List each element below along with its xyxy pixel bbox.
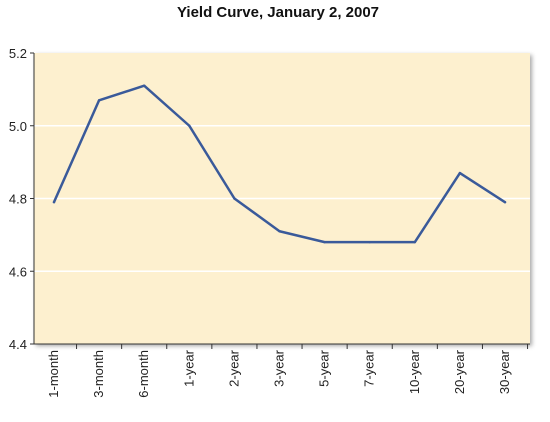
x-tick-label-6-month: 6-month (136, 350, 151, 398)
x-tick-label-3-month: 3-month (91, 350, 106, 398)
x-tick-label-1-year: 1-year (181, 349, 196, 387)
y-tick-label-5.2: 5.2 (9, 46, 27, 61)
data-point-5-year (323, 240, 326, 244)
x-tick-label-3-year: 3-year (272, 349, 287, 387)
y-tick-label-4.6: 4.6 (9, 264, 27, 279)
x-tick-label-1-month: 1-month (46, 350, 61, 398)
data-point-20-year (458, 171, 462, 175)
data-point-3-year (278, 230, 281, 233)
grid-lines (34, 125, 530, 272)
x-tick-label-7-year: 7-year (362, 349, 377, 387)
y-axis-tick-labels: 4.4 4.6 4.8 5.0 5.2 (9, 46, 27, 352)
x-tick-label-10-year: 10-year (407, 349, 422, 394)
data-point-7-year (368, 240, 371, 244)
y-tick-label-4.4: 4.4 (9, 337, 27, 352)
data-point-1-year (188, 124, 191, 127)
x-tick-label-20-year: 20-year (452, 349, 467, 394)
data-point-6-month (143, 84, 146, 87)
axes (30, 52, 530, 349)
data-point-1-month (52, 200, 56, 204)
data-point-2-year (233, 197, 236, 200)
x-tick-label-2-year: 2-year (226, 349, 241, 387)
data-point-3-month (97, 99, 101, 102)
x-axis-tick-labels: 1-month 3-month 6-month 1-year 2-year 3-year 5… (46, 349, 512, 397)
y-tick-label-5.0: 5.0 (9, 119, 27, 134)
x-tick-label-5-year: 5-year (317, 349, 332, 387)
data-point-30-year (503, 200, 507, 204)
x-tick-label-30-year: 30-year (497, 349, 512, 394)
chart-title: Yield Curve, January 2, 2007 (177, 4, 379, 21)
y-tick-label-4.8: 4.8 (9, 192, 27, 207)
data-point-10-year (413, 240, 416, 244)
series-layer (52, 84, 507, 244)
